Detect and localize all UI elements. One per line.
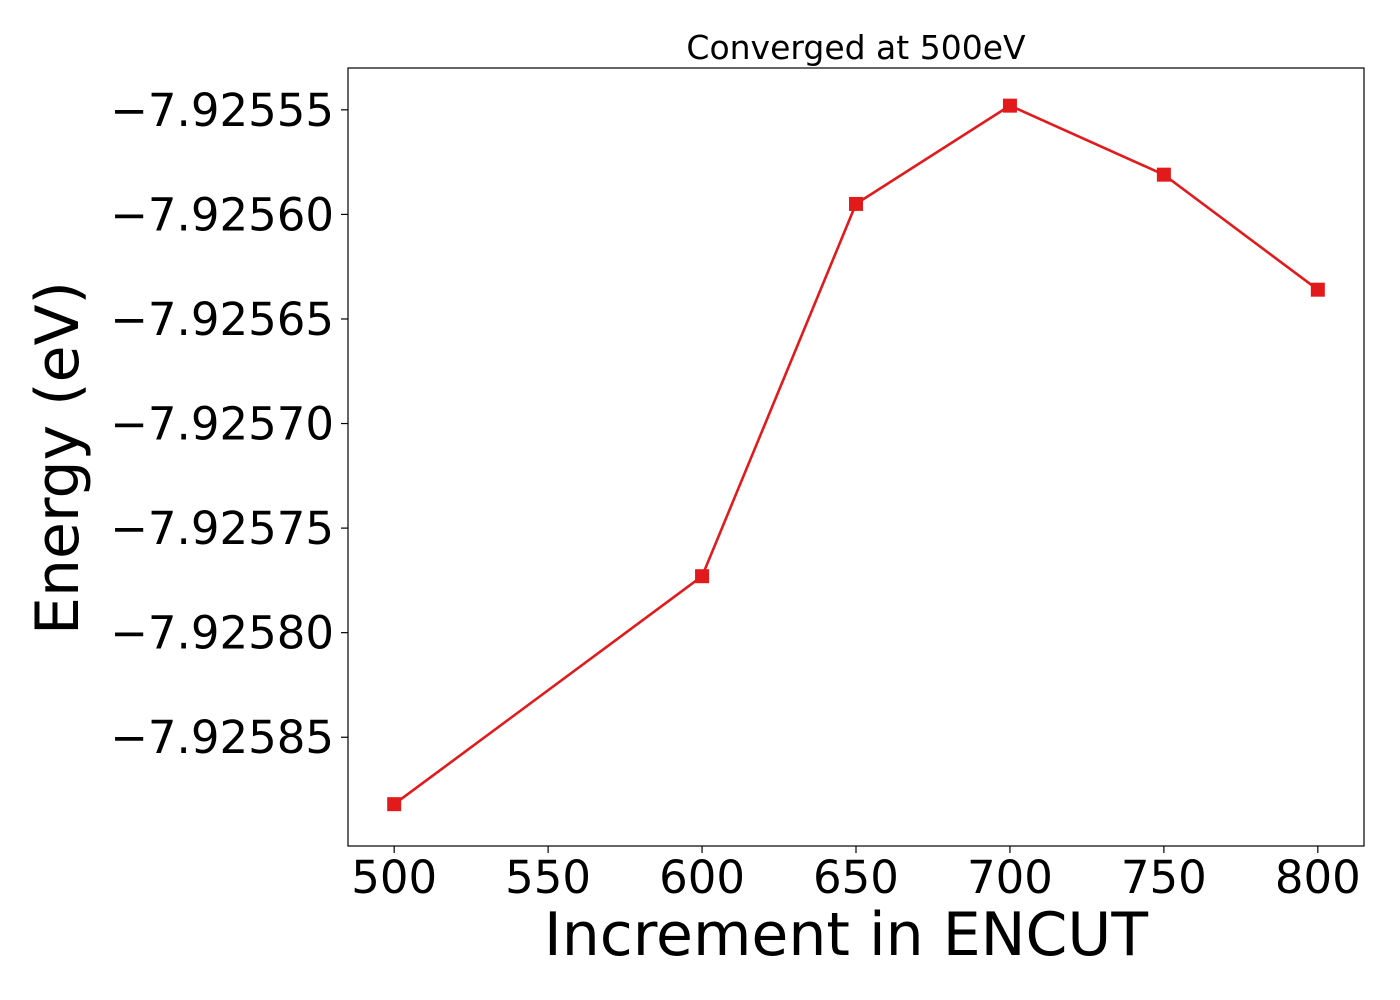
y-tick-label: −7.92580 [110, 607, 334, 660]
y-tick-label: −7.92560 [110, 188, 334, 241]
x-tick-label: 650 [813, 851, 899, 904]
x-tick-label: 700 [967, 851, 1053, 904]
x-tick-label: 500 [351, 851, 437, 904]
x-tick-label: 550 [505, 851, 591, 904]
x-axis-ticks: 500 550 600 650 700 750 800 [351, 846, 1361, 904]
data-point-marker [849, 196, 863, 211]
data-point-marker [1156, 167, 1171, 182]
plot-area-frame [347, 67, 1365, 847]
data-point-marker [1002, 98, 1017, 113]
data-point-marker [695, 569, 710, 584]
y-tick-label: −7.92570 [110, 398, 334, 451]
series-layer [387, 98, 1325, 812]
y-tick-label: −7.92575 [110, 502, 334, 555]
y-tick-label: −7.92585 [110, 711, 334, 764]
x-axis-label: Increment in ENCUT [544, 900, 1148, 970]
y-tick-label: −7.92555 [110, 84, 334, 137]
series-line [393, 104, 1319, 806]
data-point-marker [1310, 282, 1325, 297]
x-tick-label: 750 [1121, 851, 1207, 904]
x-tick-label: 800 [1275, 851, 1361, 904]
y-axis-ticks: −7.92555 −7.92560 −7.92565 −7.92570 −7.92575… [110, 84, 348, 764]
x-tick-label: 600 [659, 851, 745, 904]
y-axis-label: Energy (eV) [23, 281, 93, 635]
y-tick-label: −7.92565 [110, 293, 334, 346]
chart-title: Converged at 500eV [686, 28, 1026, 67]
data-point-marker [387, 797, 402, 812]
